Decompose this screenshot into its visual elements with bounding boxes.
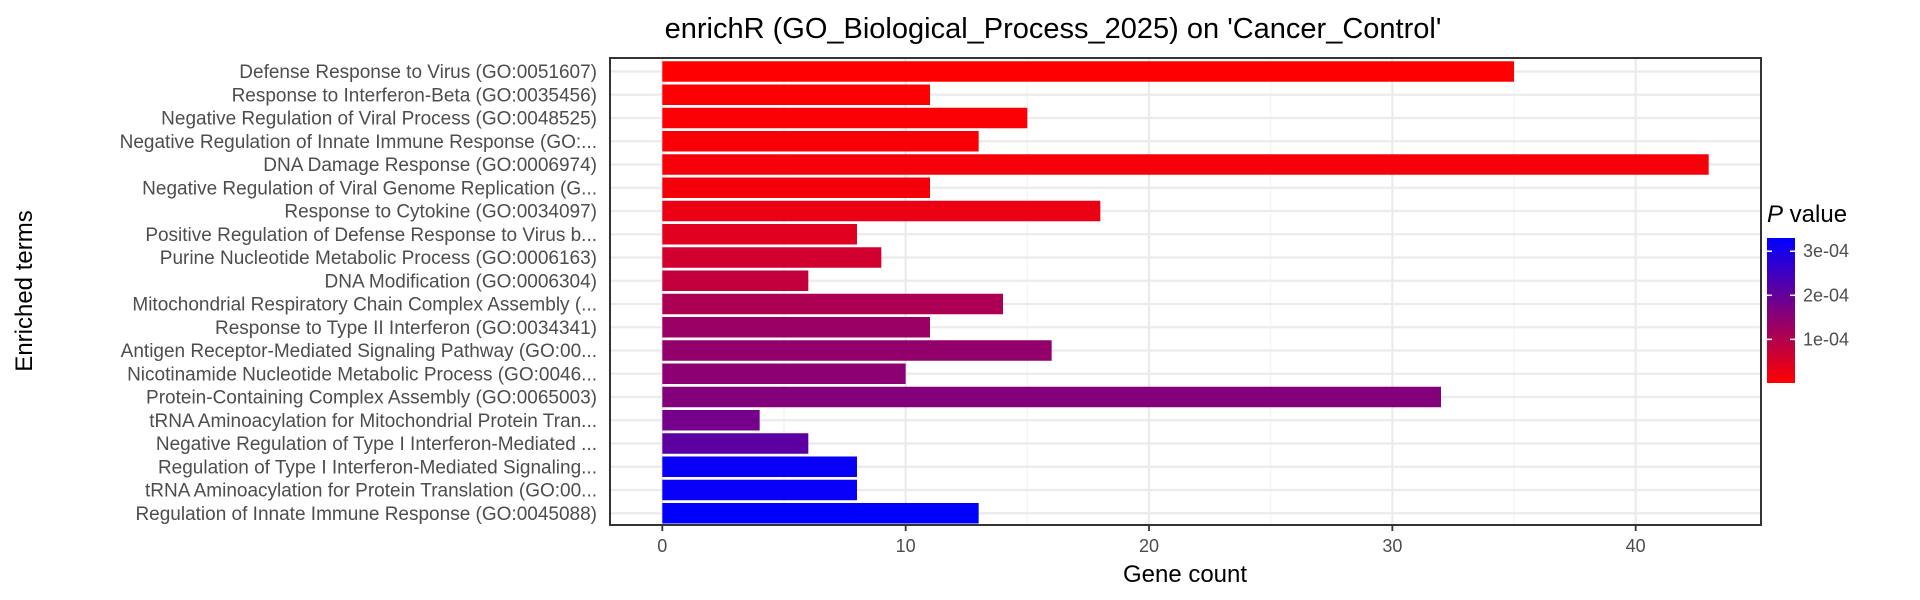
legend-ticks: 3e-04 2e-04 1e-04 <box>1767 241 1849 349</box>
legend-tick-label: 1e-04 <box>1803 329 1849 349</box>
category-label: DNA Modification (GO:0006304) <box>325 271 597 292</box>
category-label: Regulation of Innate Immune Response (GO… <box>135 504 597 525</box>
category-label: Purine Nucleotide Metabolic Process (GO:… <box>160 248 597 269</box>
x-axis-title: Gene count <box>1123 561 1247 588</box>
category-label: Response to Interferon-Beta (GO:0035456) <box>232 85 597 106</box>
bar <box>662 293 1003 315</box>
category-label: Negative Regulation of Innate Immune Res… <box>120 132 597 153</box>
bar <box>662 363 906 384</box>
bar <box>662 154 1709 175</box>
y-tick-labels: Defense Response to Virus (GO:0051607)Re… <box>120 62 597 525</box>
legend-tick-label: 3e-04 <box>1803 241 1849 261</box>
bar <box>662 410 760 431</box>
category-label: Response to Type II Interferon (GO:00343… <box>215 318 597 339</box>
category-label: DNA Damage Response (GO:0006974) <box>263 155 597 176</box>
chart-title: enrichR (GO_Biological_Process_2025) on … <box>665 13 1442 45</box>
category-label: Defense Response to Virus (GO:0051607) <box>239 62 597 83</box>
y-axis-title: Enriched terms <box>11 210 38 371</box>
bar <box>662 131 979 152</box>
x-tick-label: 20 <box>1139 536 1159 556</box>
x-tick-label: 10 <box>896 536 916 556</box>
bar <box>662 224 857 245</box>
plot-border <box>609 57 1762 526</box>
bar <box>662 247 882 268</box>
bar <box>662 177 930 198</box>
bar <box>662 84 930 105</box>
category-label: Antigen Receptor-Mediated Signaling Path… <box>121 341 597 362</box>
bar <box>662 200 1101 222</box>
legend-title: P value <box>1767 201 1847 228</box>
category-label: Negative Regulation of Viral Genome Repl… <box>142 178 597 199</box>
category-label: Response to Cytokine (GO:0034097) <box>284 202 597 223</box>
legend: P value 3e-04 2e-04 1e-04 <box>1767 201 1849 383</box>
bar <box>662 61 1515 82</box>
legend-colorbar <box>1767 238 1795 383</box>
bar <box>662 270 809 291</box>
category-label: Mitochondrial Respiratory Chain Complex … <box>132 295 597 316</box>
bar <box>662 456 857 477</box>
category-label: Nicotinamide Nucleotide Metabolic Proces… <box>127 364 597 385</box>
category-label: Protein-Containing Complex Assembly (GO:… <box>146 388 597 409</box>
x-tick-label: 30 <box>1382 536 1402 556</box>
x-tick-label: 0 <box>657 536 667 556</box>
legend-title-rest: value <box>1783 201 1847 228</box>
bar <box>662 107 1028 129</box>
category-label: tRNA Aminoacylation for Protein Translat… <box>145 481 597 502</box>
legend-title-italic: P <box>1767 201 1783 228</box>
bars <box>662 61 1709 524</box>
category-label: Negative Regulation of Type I Interferon… <box>156 434 597 455</box>
x-tick-label: 40 <box>1626 536 1646 556</box>
category-label: Negative Regulation of Viral Process (GO… <box>161 109 597 130</box>
bar <box>662 317 930 338</box>
bar <box>662 479 857 501</box>
bar <box>662 503 979 524</box>
category-label: Regulation of Type I Interferon-Mediated… <box>158 457 597 478</box>
category-label: Positive Regulation of Defense Response … <box>145 225 597 246</box>
category-label: tRNA Aminoacylation for Mitochondrial Pr… <box>149 411 597 432</box>
x-tick-labels: 0 10 20 30 40 <box>657 525 1646 556</box>
legend-tick-label: 2e-04 <box>1803 285 1849 305</box>
bar <box>662 340 1052 361</box>
bar <box>662 433 809 454</box>
bar <box>662 386 1442 408</box>
